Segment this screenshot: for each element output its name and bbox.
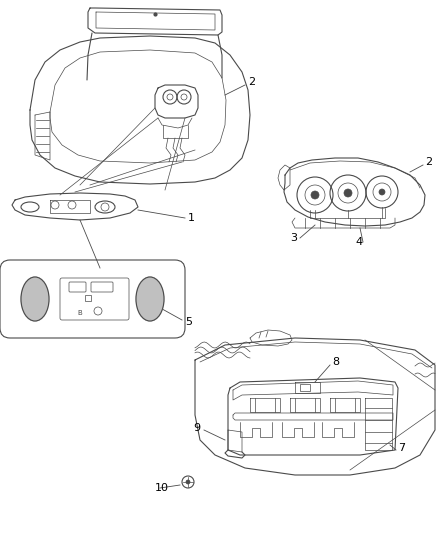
Text: 2: 2 <box>425 157 432 167</box>
Text: B: B <box>77 310 82 316</box>
Text: 9: 9 <box>193 423 200 433</box>
Text: 10: 10 <box>155 483 169 493</box>
FancyBboxPatch shape <box>60 278 129 320</box>
Ellipse shape <box>136 277 164 321</box>
FancyBboxPatch shape <box>91 282 113 292</box>
Circle shape <box>379 189 385 195</box>
Ellipse shape <box>21 277 49 321</box>
Circle shape <box>344 189 352 197</box>
Text: 5: 5 <box>185 317 192 327</box>
Text: 3: 3 <box>290 233 297 243</box>
Text: 4: 4 <box>355 237 362 247</box>
Text: 2: 2 <box>248 77 255 87</box>
Circle shape <box>311 191 319 199</box>
Bar <box>85 295 91 301</box>
FancyBboxPatch shape <box>69 282 86 292</box>
Text: 1: 1 <box>188 213 195 223</box>
Bar <box>300 384 310 391</box>
Text: 8: 8 <box>332 357 339 367</box>
Text: 7: 7 <box>398 443 405 453</box>
Circle shape <box>186 480 190 484</box>
FancyBboxPatch shape <box>0 260 185 338</box>
